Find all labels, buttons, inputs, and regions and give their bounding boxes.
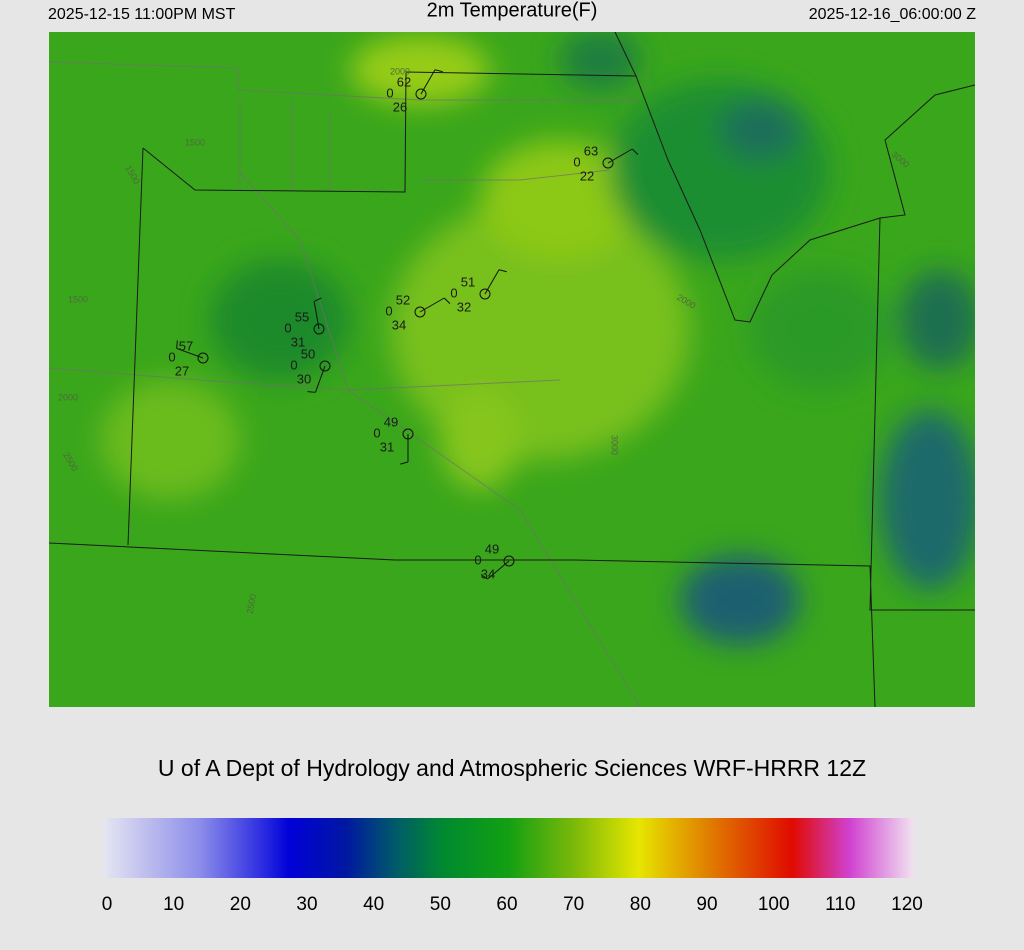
colorbar-tick-label: 0 [102,894,113,915]
temperature: 55 [295,309,309,324]
temperature: 51 [461,274,475,289]
wind-barb [443,297,451,304]
temperature: 52 [396,292,410,307]
station-circle [414,306,426,318]
colorbar [103,818,914,878]
dewpoint: 34 [481,566,495,581]
credit: U of A Dept of Hydrology and Atmospheric… [158,755,866,781]
center-value: 0 [450,285,457,300]
wind-barb [498,269,507,273]
map-field [49,32,975,707]
station-circle [479,288,491,300]
temperature: 62 [397,74,411,89]
contour-label: 2000 [390,66,410,76]
colorbar-tick-label: 20 [230,894,251,915]
center-value: 0 [474,552,481,567]
contour-label: 2000 [58,392,78,402]
colorbar-tick-label: 80 [630,894,651,915]
dewpoint: 22 [580,168,594,183]
temperature: 57 [179,338,193,353]
colorbar-tick-label: 10 [163,894,184,915]
contour-label: 2500 [245,593,258,614]
contour-label: 1500 [68,294,88,304]
colorbar-tick-label: 60 [496,894,517,915]
temperature: 49 [485,541,499,556]
wind-barb [313,297,322,302]
center-value: 0 [573,154,580,169]
colorbar-tick-label: 50 [430,894,451,915]
valid-time: 2025-12-15 11:00PM MST [48,6,236,23]
colorbar-tick-label: 90 [696,894,717,915]
dewpoint: 26 [393,99,407,114]
center-value: 0 [386,85,393,100]
colorbar-tick-label: 30 [296,894,317,915]
map-title: 2m Temperature(F) [427,0,598,21]
station-circle [602,157,614,169]
dewpoint: 32 [457,299,471,314]
center-value: 0 [290,357,297,372]
dewpoint: 31 [380,439,394,454]
center-value: 0 [284,320,291,335]
init-time: 2025-12-16_06:00:00 Z [809,6,976,23]
center-value: 0 [168,349,175,364]
dewpoint: 31 [291,334,305,349]
center-value: 0 [373,425,380,440]
temperature: 63 [584,143,598,158]
station-circle [503,555,515,567]
station-circle [319,360,331,372]
wind-barb [434,69,443,73]
wind-barb [176,340,178,349]
wind-barb [631,148,639,155]
wind-barb [307,391,316,393]
contour-label: 3000 [610,435,620,455]
station-circle [313,323,325,335]
wind-barb [400,461,409,465]
center-value: 0 [385,303,392,318]
dewpoint: 27 [175,363,189,378]
contour-label: 1500 [185,137,205,147]
colorbar-tick-label: 110 [825,894,855,915]
station-circle [402,428,414,440]
wind-barb [480,574,488,580]
colorbar-tick-label: 120 [891,894,923,915]
colorbar-tick-label: 100 [758,894,790,915]
colorbar-tick-label: 40 [363,894,384,915]
station-circle [197,352,209,364]
dewpoint: 34 [392,317,406,332]
station-circle [415,88,427,100]
colorbar-tick-label: 70 [563,894,584,915]
temperature: 49 [384,414,398,429]
dewpoint: 30 [297,371,311,386]
temperature: 50 [301,346,315,361]
